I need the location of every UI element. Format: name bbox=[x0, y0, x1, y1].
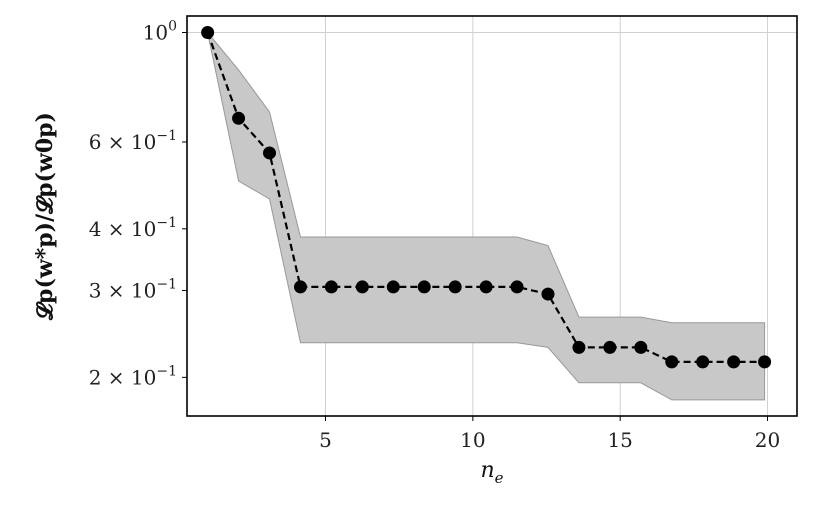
data-point-18 bbox=[758, 355, 772, 369]
x-tick-label-0: 5 bbox=[319, 428, 332, 452]
data-point-8 bbox=[448, 280, 462, 294]
series-markers bbox=[201, 25, 772, 369]
data-point-14 bbox=[634, 340, 648, 354]
data-point-13 bbox=[603, 340, 617, 354]
band-area bbox=[207, 32, 766, 401]
data-point-12 bbox=[572, 340, 586, 354]
data-point-4 bbox=[324, 280, 338, 294]
x-tick-label-1: 10 bbox=[460, 428, 485, 452]
x-axis-title-subscript: e bbox=[495, 469, 504, 487]
data-point-1 bbox=[232, 111, 246, 125]
y-tick-label-0: 100 bbox=[143, 18, 177, 44]
y-tick-label-3: 3 × 10−1 bbox=[89, 276, 177, 302]
grid bbox=[187, 16, 797, 416]
data-point-2 bbox=[263, 146, 277, 160]
data-point-17 bbox=[727, 355, 741, 369]
data-point-11 bbox=[541, 287, 555, 301]
data-point-9 bbox=[479, 280, 493, 294]
y-tick-label-1: 6 × 10−1 bbox=[89, 128, 177, 154]
x-axis-title: ne bbox=[480, 458, 503, 487]
data-point-0 bbox=[201, 25, 215, 39]
y-tick-label-2: 4 × 10−1 bbox=[89, 215, 177, 241]
x-tick-label-2: 15 bbox=[607, 428, 632, 452]
data-point-6 bbox=[386, 280, 400, 294]
y-axis-title: 𝓛p(w*p)/𝓛p(w0p) bbox=[32, 112, 58, 321]
data-point-7 bbox=[417, 280, 431, 294]
x-axis-title-main: n bbox=[480, 458, 494, 483]
data-point-5 bbox=[355, 280, 369, 294]
data-point-16 bbox=[696, 355, 710, 369]
data-point-15 bbox=[665, 355, 679, 369]
data-point-3 bbox=[293, 280, 307, 294]
x-tick-label-3: 20 bbox=[755, 428, 780, 452]
y-tick-label-4: 2 × 10−1 bbox=[89, 363, 177, 389]
data-point-10 bbox=[510, 280, 524, 294]
y-axis-ticks: 100 6 × 10−1 4 × 10−1 3 × 10−1 2 × 10−1 bbox=[89, 18, 187, 389]
plot-frame bbox=[186, 15, 798, 417]
uncertainty-band bbox=[207, 32, 766, 401]
x-axis-ticks: 5 10 15 20 bbox=[319, 416, 780, 452]
